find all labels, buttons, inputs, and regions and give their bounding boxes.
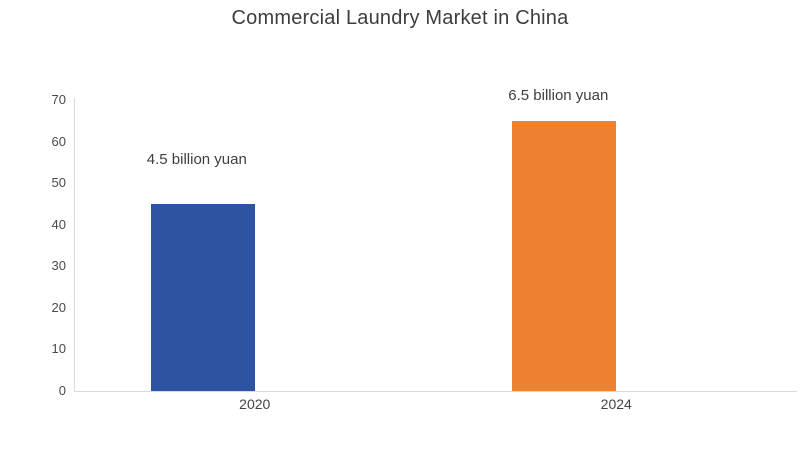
y-tick-label: 30: [51, 258, 66, 274]
y-tick-label: 0: [58, 383, 66, 398]
bar-value-label-2020: 4.5 billion yuan: [146, 151, 247, 168]
y-tick-label: 60: [51, 133, 66, 149]
chart-title: Commercial Laundry Market in China: [231, 7, 569, 29]
y-axis-line: [74, 98, 75, 391]
y-tick-label: 20: [51, 299, 66, 315]
y-tick-label: 40: [51, 216, 66, 232]
y-tick-label: 10: [51, 341, 66, 357]
y-tick-label: 70: [51, 92, 66, 107]
bar-value-label-2024: 6.5 billion yuan: [508, 87, 609, 104]
bar-2020: [150, 203, 255, 391]
x-axis-label-2024: 2024: [600, 396, 632, 412]
bar-2024: [512, 120, 617, 391]
y-tick-label: 50: [51, 175, 66, 191]
x-axis-label-2020: 2020: [239, 396, 271, 412]
x-axis-line: [74, 391, 797, 392]
